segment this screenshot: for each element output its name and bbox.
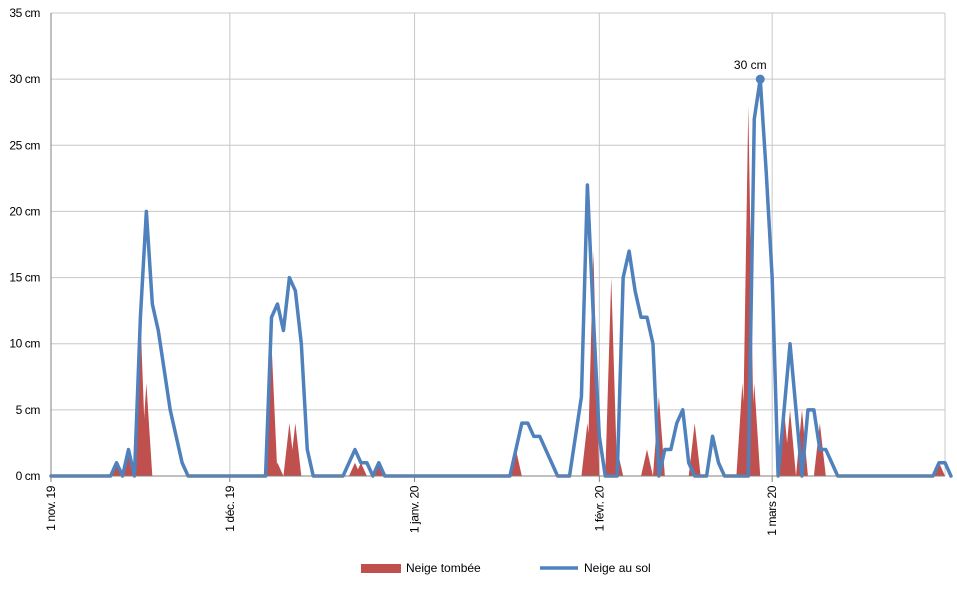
- point-neige-tombee: [641, 449, 653, 476]
- axes: [50, 13, 945, 482]
- point-neige-tombee: [784, 409, 796, 476]
- point-neige-tombee: [748, 383, 761, 476]
- y-tick-label: 10 cm: [9, 337, 40, 351]
- y-tick-label: 35 cm: [9, 6, 40, 20]
- x-tick-label: 1 déc. 19: [223, 485, 237, 531]
- annotation-marker: [755, 74, 765, 84]
- x-tick-label: 1 mars 20: [765, 485, 779, 535]
- y-tick-label: 5 cm: [16, 403, 41, 417]
- x-tick-label: 1 févr. 20: [592, 485, 606, 531]
- x-axis-tick-labels: 1 nov. 19 1 déc. 19 1 janv. 20 1 févr. 20 1 …: [44, 485, 779, 535]
- neige-au-sol-line: [49, 77, 953, 478]
- point-neige-tombee: [688, 423, 701, 476]
- point-neige-tombee: [140, 383, 153, 476]
- series-line-neige-au-sol: [49, 77, 953, 478]
- legend: Neige tombée Neige au sol: [361, 561, 651, 575]
- y-tick-label: 0 cm: [16, 469, 41, 483]
- annotations: 30 cm: [734, 58, 767, 84]
- legend-label-neige-au-sol: Neige au sol: [584, 561, 651, 575]
- x-tick-label: 1 nov. 19: [44, 485, 58, 531]
- y-axis-tick-labels: 0 cm 5 cm 10 cm 15 cm 20 cm 25 cm 30 cm 35 cm: [9, 6, 40, 483]
- y-tick-label: 20 cm: [9, 204, 40, 218]
- legend-label-neige-tombee: Neige tombée: [406, 561, 481, 575]
- point-neige-tombee: [605, 277, 618, 476]
- y-tick-label: 30 cm: [9, 72, 40, 86]
- point-neige-tombee: [587, 251, 600, 476]
- data-label: 30 cm: [734, 58, 767, 72]
- point-neige-tombee: [354, 462, 367, 476]
- y-tick-label: 25 cm: [9, 138, 40, 152]
- point-neige-tombee: [271, 462, 284, 476]
- y-tick-label: 15 cm: [9, 271, 40, 285]
- x-tick-label: 1 janv. 20: [408, 485, 422, 533]
- point-neige-tombee: [289, 423, 302, 476]
- grid-lines: [50, 12, 946, 476]
- neige-tombee-area: [110, 105, 945, 476]
- legend-swatch-neige-tombee: [361, 564, 401, 573]
